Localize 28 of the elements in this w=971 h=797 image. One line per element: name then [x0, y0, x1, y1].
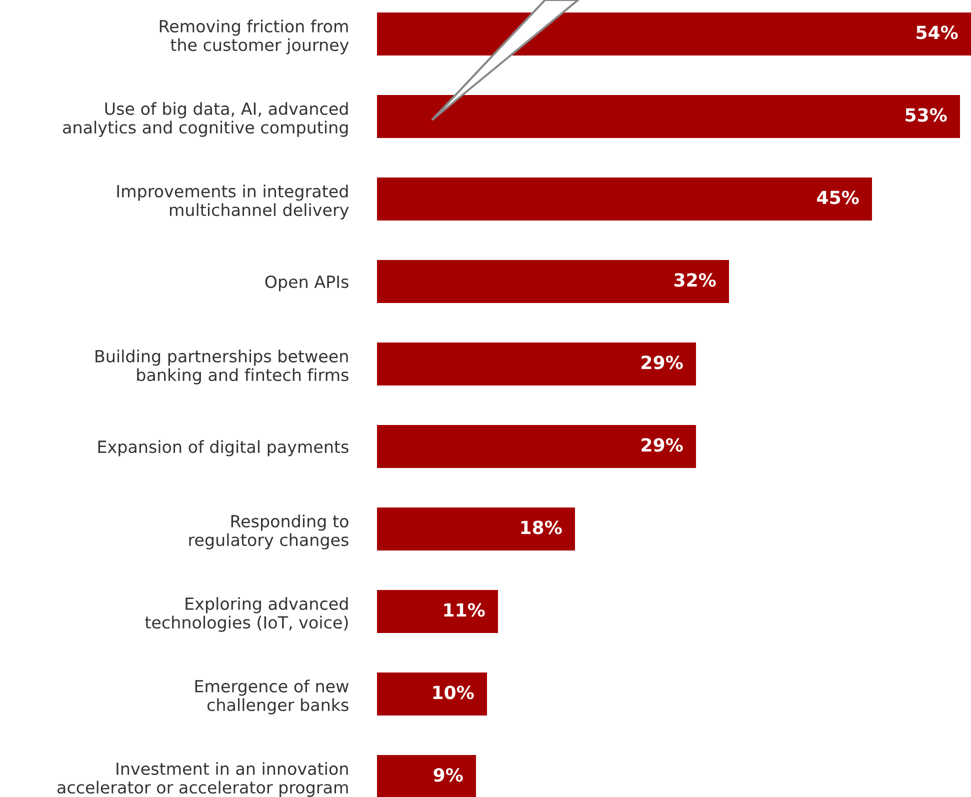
data-label: 9%: [434, 768, 463, 782]
data-label: 45%: [817, 190, 859, 204]
data-label: 32%: [674, 273, 716, 287]
data-label: 18%: [521, 520, 562, 534]
data-label: 53%: [906, 108, 947, 122]
data-label: 10%: [433, 686, 474, 700]
bar: [377, 590, 498, 633]
y-tick-label: Investment in an innovation accelerator or accelerator program: [57, 762, 348, 797]
y-tick-label: Open APIs: [265, 275, 348, 292]
bar: [377, 260, 729, 303]
data-label: 11%: [444, 603, 485, 617]
bar: [377, 425, 696, 468]
bar: [377, 672, 487, 716]
data-label: 29%: [642, 438, 683, 452]
data-label: 54%: [916, 26, 958, 40]
y-tick-label: Expansion of digital payments: [98, 440, 348, 456]
y-tick-label: Responding to regulatory changes: [189, 514, 348, 550]
bar: [377, 342, 696, 386]
y-tick-label: Removing friction from the customer journey: [160, 20, 349, 54]
y-tick-label: Exploring advanced technologies (IoT, voice): [145, 597, 348, 632]
y-tick-label: Building partnerships between banking and fintech firms: [96, 350, 348, 384]
data-label: 29%: [642, 356, 683, 370]
y-tick-label: Improvements in integrated multichannel delivery: [117, 184, 349, 220]
y-tick-label: Use of big data, AI, advanced analytics and cognitive computing: [63, 102, 348, 137]
bar: [377, 178, 872, 220]
bar: [377, 508, 575, 550]
y-tick-label: Emergence of new challenger banks: [195, 680, 349, 714]
bar: [377, 755, 476, 797]
